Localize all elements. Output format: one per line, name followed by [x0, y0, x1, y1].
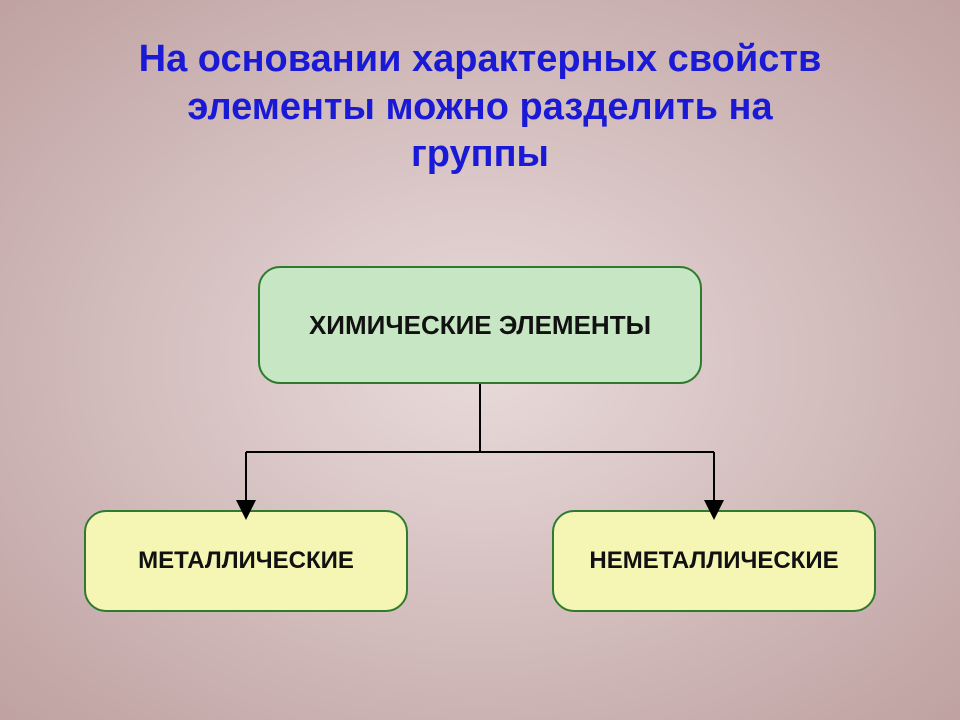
node-right: НЕМЕТАЛЛИЧЕСКИЕ: [552, 510, 876, 612]
node-left-label: МЕТАЛЛИЧЕСКИЕ: [138, 547, 354, 575]
node-root-label: ХИМИЧЕСКИЕ ЭЛЕМЕНТЫ: [309, 310, 651, 341]
slide-title: На основании характерных свойств элемент…: [0, 36, 960, 179]
slide: На основании характерных свойств элемент…: [0, 0, 960, 720]
node-right-label: НЕМЕТАЛЛИЧЕСКИЕ: [589, 547, 838, 575]
node-left: МЕТАЛЛИЧЕСКИЕ: [84, 510, 408, 612]
node-root: ХИМИЧЕСКИЕ ЭЛЕМЕНТЫ: [258, 266, 702, 384]
